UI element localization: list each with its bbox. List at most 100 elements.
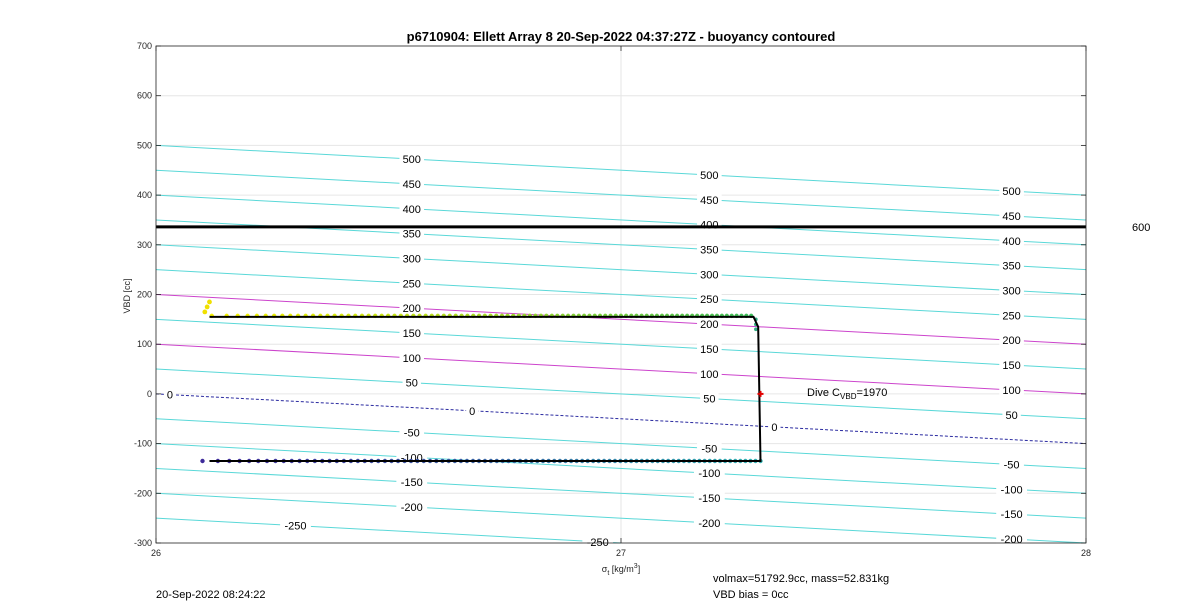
contour-label-bg (999, 359, 1024, 372)
contour-label: 250 (403, 278, 421, 290)
x-axis-label-sub: t (607, 570, 609, 577)
contour-line (155, 169, 1087, 221)
profile-line (209, 315, 762, 462)
contour-line (155, 194, 1087, 246)
footer-timestamp: 20-Sep-2022 08:24:22 (156, 589, 266, 601)
y-tick-label: 200 (137, 290, 152, 300)
contour-label-bg (163, 388, 177, 401)
contour-label-bg (999, 259, 1024, 272)
contour-line (155, 393, 1087, 445)
contour-label: 500 (403, 154, 421, 166)
contour-label: 0 (771, 422, 777, 434)
contour-label-bg (999, 209, 1024, 222)
contour-label-bg (999, 458, 1024, 471)
x-tick-label: 27 (616, 548, 626, 558)
contour-line (155, 517, 622, 544)
x-axis-label-main: σ (602, 564, 608, 574)
contour-label: 300 (700, 269, 718, 281)
x-axis-label-unit-close: ] (638, 564, 641, 574)
contour-label-bg (399, 426, 425, 439)
contour-label-layer: 50045040035030025020015010050-50-100-150… (163, 153, 1027, 549)
contour-label-bg (697, 293, 722, 306)
contour-label-bg (697, 268, 722, 281)
contour-label: 150 (700, 344, 718, 356)
contour-label-bg (399, 227, 425, 240)
max-line-label: 600 (1132, 222, 1150, 234)
contour-label-bg (700, 392, 719, 405)
contour-line (155, 368, 1087, 420)
contour-label: 400 (1002, 236, 1020, 248)
contour-label-bg (396, 476, 428, 489)
contour-label: 450 (1002, 211, 1020, 223)
contour-label-bg (402, 376, 421, 389)
x-axis-label: σt [kg/m3] (602, 563, 640, 577)
start-point (207, 299, 212, 305)
contour-label-bg (697, 342, 722, 355)
contour-label-bg (697, 367, 722, 380)
contour-label: 50 (406, 378, 418, 390)
x-tick-label: 26 (151, 548, 161, 558)
y-tick-label: 700 (137, 41, 152, 51)
y-tick-label: 400 (137, 190, 152, 200)
contour-line (155, 492, 1087, 544)
contour-label: 150 (403, 328, 421, 340)
contour-label-bg (399, 302, 425, 315)
y-tick-label: 300 (137, 240, 152, 250)
contour-label-bg (996, 533, 1027, 546)
contour-label-bg (996, 508, 1027, 521)
contour-label: -100 (1001, 484, 1023, 496)
y-tick-label: 100 (137, 339, 152, 349)
dive-annotation: Dive CVBD=1970 (807, 387, 887, 401)
y-tick-label: 500 (137, 140, 152, 150)
contour-line (155, 318, 1087, 370)
contour-label: 100 (1002, 385, 1020, 397)
contour-label: 350 (403, 229, 421, 241)
contour-label: 0 (167, 390, 173, 402)
contour-label-bg (697, 193, 722, 206)
contour-label-bg (999, 234, 1024, 247)
contour-label: 100 (700, 369, 718, 381)
contour-label-bg (693, 467, 725, 480)
dive-annotation-main: Dive C (807, 387, 840, 399)
contour-label: 0 (469, 406, 475, 418)
contour-label-bg (466, 404, 479, 417)
contour-label: 400 (403, 204, 421, 216)
contour-label: 450 (403, 179, 421, 191)
contour-label: 300 (403, 253, 421, 265)
contour-label-bg (399, 177, 425, 190)
profile-layer (156, 225, 1086, 464)
dive-point (200, 458, 205, 464)
contour-label-bg (693, 492, 725, 505)
contour-label-bg (697, 318, 722, 331)
y-tick-label: -300 (134, 538, 152, 548)
contour-label-bg (399, 202, 425, 215)
contour-label-bg (399, 351, 425, 364)
contour-layer (155, 144, 1087, 544)
contour-line (155, 467, 1087, 519)
contour-line (155, 144, 1087, 196)
contour-label-bg (1002, 408, 1021, 421)
contour-label: 350 (700, 245, 718, 257)
contour-label: 200 (1002, 335, 1020, 347)
y-axis-label: VBD [cc] (122, 278, 132, 313)
contour-label: -200 (1001, 534, 1023, 546)
contour-label: -150 (1001, 509, 1023, 521)
contour-label-bg (693, 516, 725, 529)
x-tick-label: 28 (1081, 548, 1091, 558)
contour-label: 500 (1002, 186, 1020, 198)
contour-label-bg (697, 442, 722, 455)
y-tick-label: 0 (147, 389, 152, 399)
contour-label-bg (697, 168, 722, 181)
contour-label-bg (399, 277, 425, 290)
dive-annotation-sub: VBD (840, 392, 857, 401)
x-axis-label-unit: [kg/m (609, 564, 634, 574)
contour-label-bg (399, 153, 425, 166)
contour-label-bg (999, 383, 1024, 396)
contour-label: -50 (701, 443, 717, 455)
contour-label: -50 (1004, 459, 1020, 471)
contour-label: -150 (401, 477, 423, 489)
contour-label: 250 (700, 294, 718, 306)
contour-label: 50 (703, 394, 715, 406)
contour-label: 450 (700, 195, 718, 207)
x-axis-label-unit-sup: 3 (634, 563, 638, 570)
